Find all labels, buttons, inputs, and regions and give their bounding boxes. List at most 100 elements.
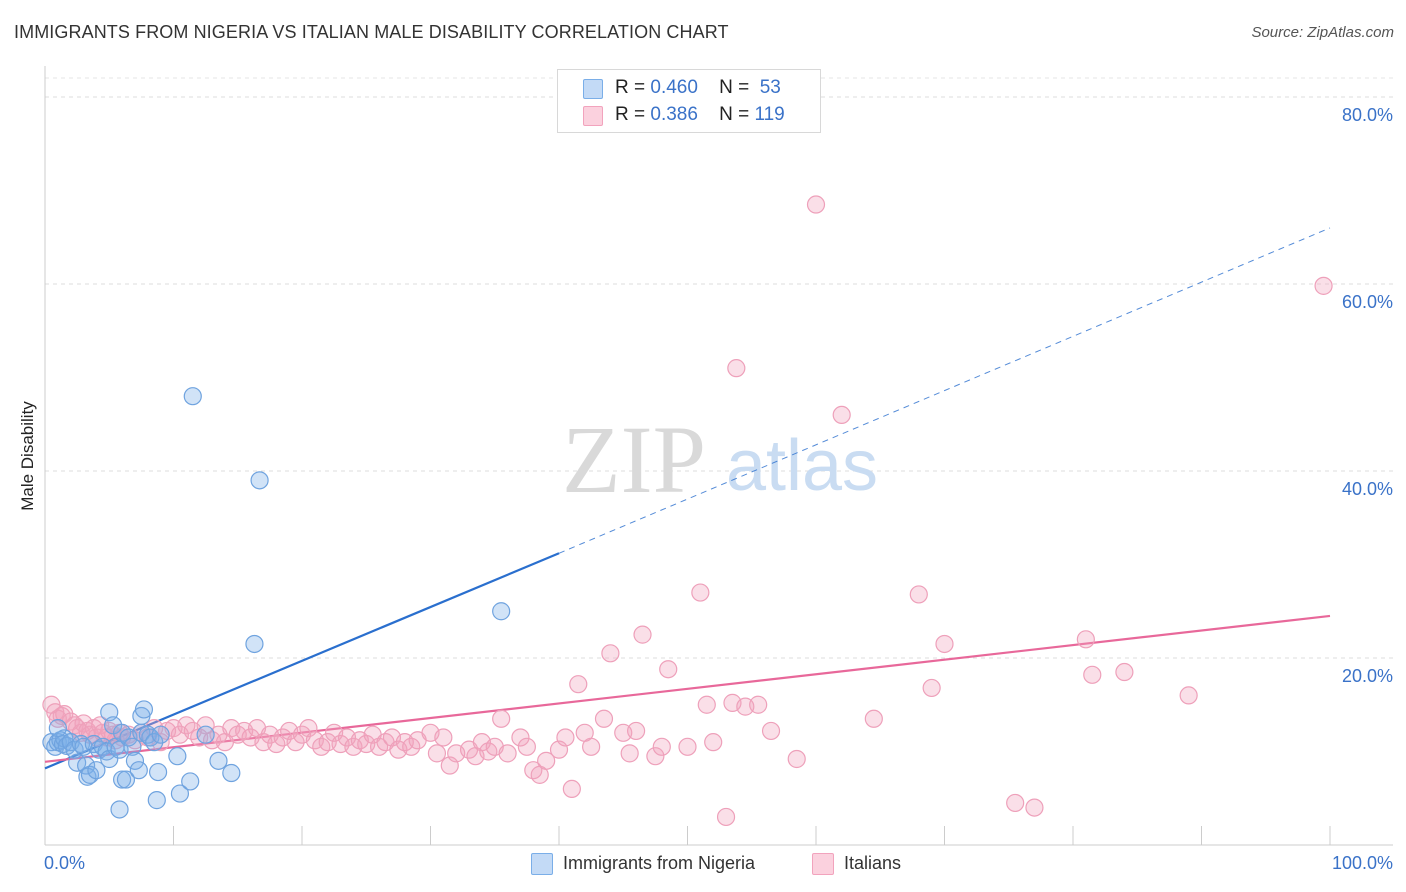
nigeria-point (168, 747, 187, 766)
nigeria-point (492, 602, 511, 621)
italians-point (832, 405, 851, 424)
nigeria-point (74, 737, 93, 756)
italians-point (594, 709, 614, 728)
nigeria-point (145, 733, 164, 752)
nigeria-point (183, 387, 202, 406)
italians-point (492, 709, 511, 728)
x-tick-label: 100.0% (1332, 853, 1393, 873)
italians-legend-label: Italians (844, 853, 902, 873)
italians-point (749, 695, 768, 714)
italians-point (1083, 665, 1102, 684)
italians-r-value: 0.386 (650, 104, 698, 125)
italians-point (716, 807, 736, 827)
nigeria-point (181, 772, 200, 791)
italians-point (267, 734, 286, 754)
nigeria-point (209, 751, 228, 770)
italians-point (626, 721, 646, 741)
watermark-atlas: atlas (726, 426, 878, 506)
italians-point (787, 749, 806, 769)
italians-point (537, 751, 556, 770)
italians-point (582, 737, 601, 756)
tick-labels: 20.0% 40.0% 60.0% 80.0% 0.0% 100.0% (44, 105, 1393, 873)
axes (44, 66, 1393, 846)
italians-point (511, 728, 530, 747)
nigeria-point (222, 763, 241, 783)
nigeria-point (125, 751, 145, 770)
italians-point (1115, 662, 1134, 682)
nigeria-point (196, 725, 215, 744)
italians-swatch (583, 106, 603, 126)
nigeria-point (134, 700, 154, 719)
y-tick-label: 60.0% (1342, 292, 1393, 312)
italians-point (620, 744, 639, 763)
y-tick-label: 40.0% (1342, 479, 1393, 499)
italians-point (727, 359, 746, 378)
nigeria-point (245, 634, 264, 654)
nigeria-swatch (583, 79, 603, 99)
italians-point (697, 695, 716, 714)
italians-point (286, 733, 305, 752)
nigeria-n-value: 53 (759, 77, 781, 98)
italians-point (761, 721, 781, 741)
italians-point (1025, 798, 1044, 817)
nigeria-point (116, 770, 136, 789)
nigeria-legend-swatch (531, 853, 553, 875)
nigeria-point (147, 791, 166, 810)
nigeria-point (78, 767, 97, 786)
nigeria-point (170, 784, 190, 803)
italians-point (864, 709, 883, 728)
italians-n-value: 119 (754, 104, 785, 125)
italians-point (196, 716, 215, 735)
y-tick-label: 20.0% (1342, 666, 1393, 686)
italians-point (562, 779, 581, 799)
italians-point (601, 644, 620, 663)
chart-title: IMMIGRANTS FROM NIGERIA VS ITALIAN MALE … (14, 22, 729, 42)
italians-point (806, 195, 826, 214)
nigeria-point (87, 761, 106, 780)
nigeria-point (71, 734, 91, 754)
italians-point (1006, 793, 1025, 813)
n-label: N = (719, 104, 750, 125)
r-label: R = (615, 77, 646, 98)
nigeria-point (148, 762, 168, 782)
r-label: R = (615, 104, 646, 125)
italians-point (659, 660, 678, 679)
watermark-zip: ZIP (562, 406, 706, 513)
gridlines (45, 77, 1393, 659)
y-tick-label: 80.0% (1342, 105, 1393, 125)
italians-point (633, 625, 652, 644)
bottom-legend-nigeria: Immigrants from Nigeria (531, 852, 791, 876)
italians-point (434, 728, 453, 747)
nigeria-point (110, 800, 129, 819)
nigeria-point (123, 737, 142, 756)
italians-point (691, 583, 710, 602)
italians-point (1076, 630, 1095, 649)
bottom-legend-italians: Italians (812, 852, 932, 876)
nigeria-point (129, 761, 148, 780)
italians-point (569, 675, 588, 694)
italians-point (517, 737, 536, 756)
italians-point (678, 737, 697, 756)
italians-point (1314, 276, 1333, 295)
italians-point (427, 744, 447, 763)
nigeria-point (48, 719, 67, 738)
italians-point (1179, 686, 1198, 705)
italians-point (922, 678, 941, 698)
italians-point (646, 747, 665, 766)
nigeria-r-value: 0.460 (650, 77, 698, 98)
nigeria-point (112, 770, 132, 789)
x-tick-label: 0.0% (44, 853, 85, 873)
source-label: Source: ZipAtlas.com (1251, 24, 1394, 41)
nigeria-point (250, 471, 269, 490)
correlation-legend: R = 0.460 N = 53 R = 0.386 N = 119 (557, 69, 821, 133)
nigeria-legend-label: Immigrants from Nigeria (563, 853, 756, 873)
italians-point (556, 728, 575, 747)
nigeria-point (138, 725, 157, 744)
italians-point (652, 737, 671, 756)
n-label: N = (719, 77, 750, 98)
nigeria-point (151, 725, 170, 744)
italians-point (909, 585, 928, 604)
data-points (42, 195, 1333, 827)
italians-point (402, 737, 421, 756)
